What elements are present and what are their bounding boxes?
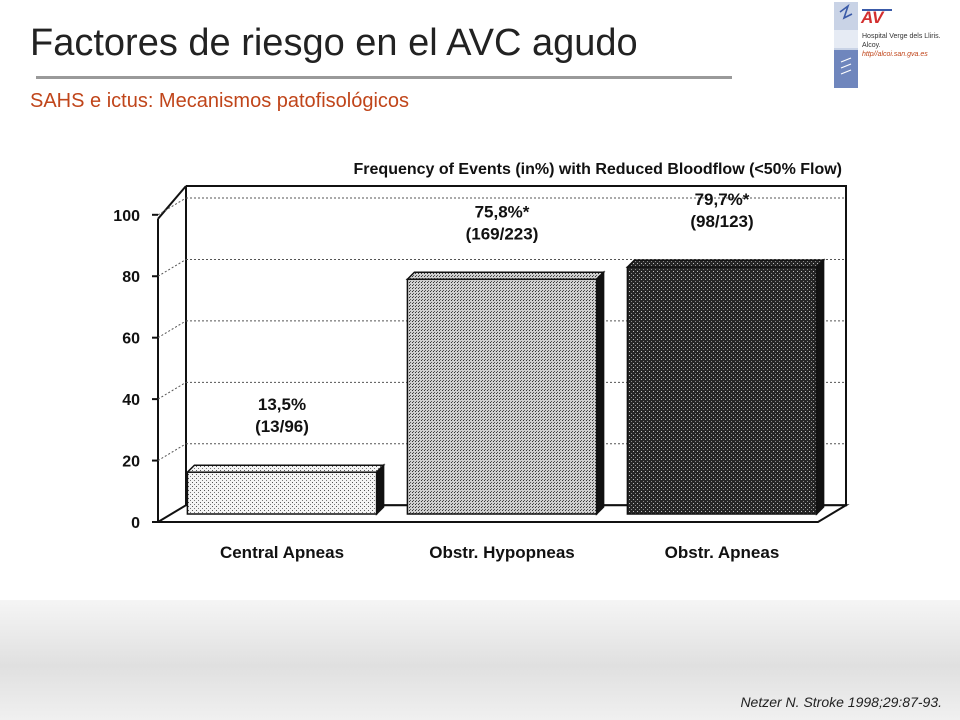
bar-front-face [626,266,818,515]
chart-left-top-edge [157,185,187,220]
slide-subtitle: SAHS e ictus: Mecanismos patofisológicos [30,90,410,112]
bar-1 [185,463,386,516]
title-rule [36,76,732,79]
hospital-name: Hospital Verge dels Lliris. [862,33,941,40]
citation: Netzer N. Stroke 1998;29:87-93. [740,694,942,710]
bar-value-label: 79,7%* [695,190,750,209]
bar-top-face [625,259,826,268]
y-tick-label: 20 [122,454,140,471]
hospital-info: Hospital Verge dels Lliris. Alcoy. http/… [862,32,941,59]
bar-top-face [185,464,386,473]
y-tick-label: 40 [122,392,140,409]
hospital-url: http//alcoi.san.gva.es [862,51,928,58]
gridline-side [157,320,187,339]
y-tick-label: 80 [122,269,140,286]
hospital-city: Alcoy. [862,42,881,49]
bar-front-face [186,471,378,515]
bar-count-label: (169/223) [466,224,539,243]
bar-value-label: 75,8%* [475,202,530,221]
bar-3 [625,258,826,516]
bar-front-face [406,278,598,515]
bar-side-face [815,258,825,516]
bar-side-face [595,270,605,516]
y-tick-label: 100 [113,208,140,225]
logo-text: AV [860,8,885,27]
footer-band [0,600,960,720]
gridline-side [157,443,187,461]
bar-count-label: (13/96) [255,417,309,436]
chart-title: Frequency of Events (in%) with Reduced B… [354,161,842,178]
bar-side-face [375,463,385,516]
hospital-logo [834,2,858,88]
x-category-label: Obstr. Hypopneas [429,543,574,562]
bar-top-face [405,271,606,281]
gridline-side [157,381,187,400]
x-category-label: Central Apneas [220,543,344,562]
y-tick-label: 60 [122,331,140,348]
gridline-side [157,197,187,216]
x-category-label: Obstr. Apneas [665,543,780,562]
slide-title: Factores de riesgo en el AVC agudo [30,22,638,64]
bar-value-label: 13,5% [258,395,306,414]
y-tick-label: 0 [131,515,140,532]
bar-chart: Frequency of Events (in%) with Reduced B… [113,161,850,562]
gridline-side [157,259,187,277]
bar-2 [405,270,606,516]
av-logo-icon: AV [860,8,892,27]
bar-count-label: (98/123) [690,212,753,231]
